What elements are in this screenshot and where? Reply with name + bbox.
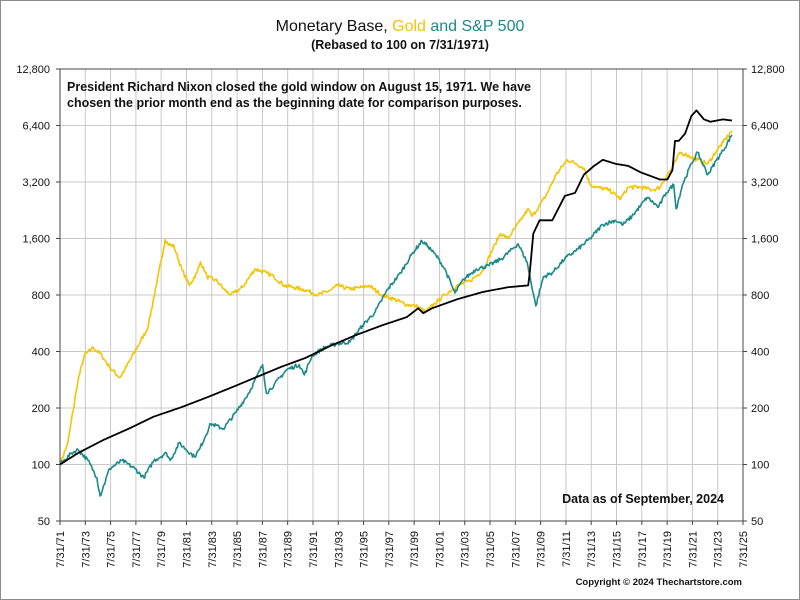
x-tick-label: 7/31/79 — [156, 531, 168, 568]
x-tick-label: 7/31/13 — [586, 531, 598, 568]
chart-title: Monetary Base, Gold and S&P 500 — [0, 18, 800, 36]
y-tick-label-right: 1,600 — [751, 234, 779, 246]
y-tick-label-left: 12,800 — [16, 64, 50, 76]
x-tick-label: 7/31/77 — [131, 531, 143, 568]
x-tick-label: 7/31/99 — [409, 531, 421, 568]
x-tick-label: 7/31/21 — [687, 531, 699, 568]
x-tick-label: 7/31/01 — [434, 531, 446, 568]
y-tick-label-left: 3,200 — [22, 177, 50, 189]
x-tick-label: 7/31/05 — [485, 531, 497, 568]
series-line — [59, 130, 733, 466]
x-tick-label: 7/31/25 — [738, 531, 750, 568]
x-tick-label: 7/31/97 — [384, 531, 396, 568]
y-tick-label-left: 1,600 — [22, 234, 50, 246]
y-tick-label-left: 200 — [32, 403, 50, 415]
y-tick-label-left: 6,400 — [22, 121, 50, 133]
x-tick-label: 7/31/19 — [662, 531, 674, 568]
y-tick-label-right: 3,200 — [751, 177, 779, 189]
x-tick-label: 7/31/73 — [80, 531, 92, 568]
annotation-line-2: chosen the prior month end as the beginn… — [67, 96, 522, 110]
y-tick-label-left: 400 — [32, 347, 50, 359]
x-tick-label: 7/31/91 — [308, 531, 320, 568]
x-tick-label: 7/31/85 — [232, 531, 244, 568]
title-part-gold: Gold — [392, 18, 426, 35]
chart-subtitle: (Rebased to 100 on 7/31/1971) — [311, 38, 489, 52]
y-tick-label-right: 50 — [751, 516, 763, 528]
grid-lines — [59, 68, 744, 522]
x-tick-label: 7/31/81 — [181, 531, 193, 568]
title-part-monetary-base: Monetary Base, — [275, 18, 393, 35]
x-tick-label: 7/31/03 — [460, 531, 472, 568]
x-tick-label: 7/31/95 — [359, 531, 371, 568]
x-tick-label: 7/31/09 — [536, 531, 548, 568]
y-tick-label-right: 6,400 — [751, 121, 779, 133]
x-axis: 7/31/71 7/31/73 7/31/75 7/31/77 7/31/79 7/31/… — [55, 521, 750, 568]
y-tick-label-right: 100 — [751, 460, 769, 472]
y-tick-label-right: 400 — [751, 347, 769, 359]
x-tick-label: 7/31/83 — [207, 531, 219, 568]
x-tick-label: 7/31/07 — [510, 531, 522, 568]
y-tick-label-right: 800 — [751, 290, 769, 302]
y-axis-right: 12,800 6,400 3,200 1,600 800 400 200 100 50 — [743, 64, 785, 528]
x-tick-label: 7/31/15 — [612, 531, 624, 568]
x-tick-label: 7/31/17 — [637, 531, 649, 568]
annotation-line-1: President Richard Nixon closed the gold … — [67, 80, 531, 94]
series-layer — [59, 109, 733, 497]
series-line — [59, 134, 733, 497]
x-tick-label: 7/31/71 — [55, 531, 67, 568]
copyright-text: Copyright © 2024 Thechartstore.com — [575, 577, 742, 588]
x-tick-label: 7/31/23 — [713, 531, 725, 568]
y-tick-label-right: 12,800 — [751, 64, 785, 76]
series-line — [59, 109, 733, 466]
y-axis-left: 12,800 6,400 3,200 1,600 800 400 200 100 50 — [16, 64, 60, 528]
data-as-of-note: Data as of September, 2024 — [562, 492, 724, 506]
x-tick-label: 7/31/75 — [106, 531, 118, 568]
x-tick-label: 7/31/87 — [257, 531, 269, 568]
y-tick-label-left: 100 — [32, 460, 50, 472]
title-part-sp500: and S&P 500 — [425, 18, 525, 35]
y-tick-label-left: 800 — [32, 290, 50, 302]
y-tick-label-left: 50 — [38, 516, 50, 528]
series-gold — [59, 130, 733, 466]
chart-title-block: Monetary Base, Gold and S&P 500 (Rebased… — [0, 18, 800, 52]
y-tick-label-right: 200 — [751, 403, 769, 415]
series-monetary-base — [59, 109, 733, 466]
x-tick-label: 7/31/11 — [561, 531, 573, 567]
x-tick-label: 7/31/89 — [283, 531, 295, 568]
x-tick-label: 7/31/93 — [333, 531, 345, 568]
